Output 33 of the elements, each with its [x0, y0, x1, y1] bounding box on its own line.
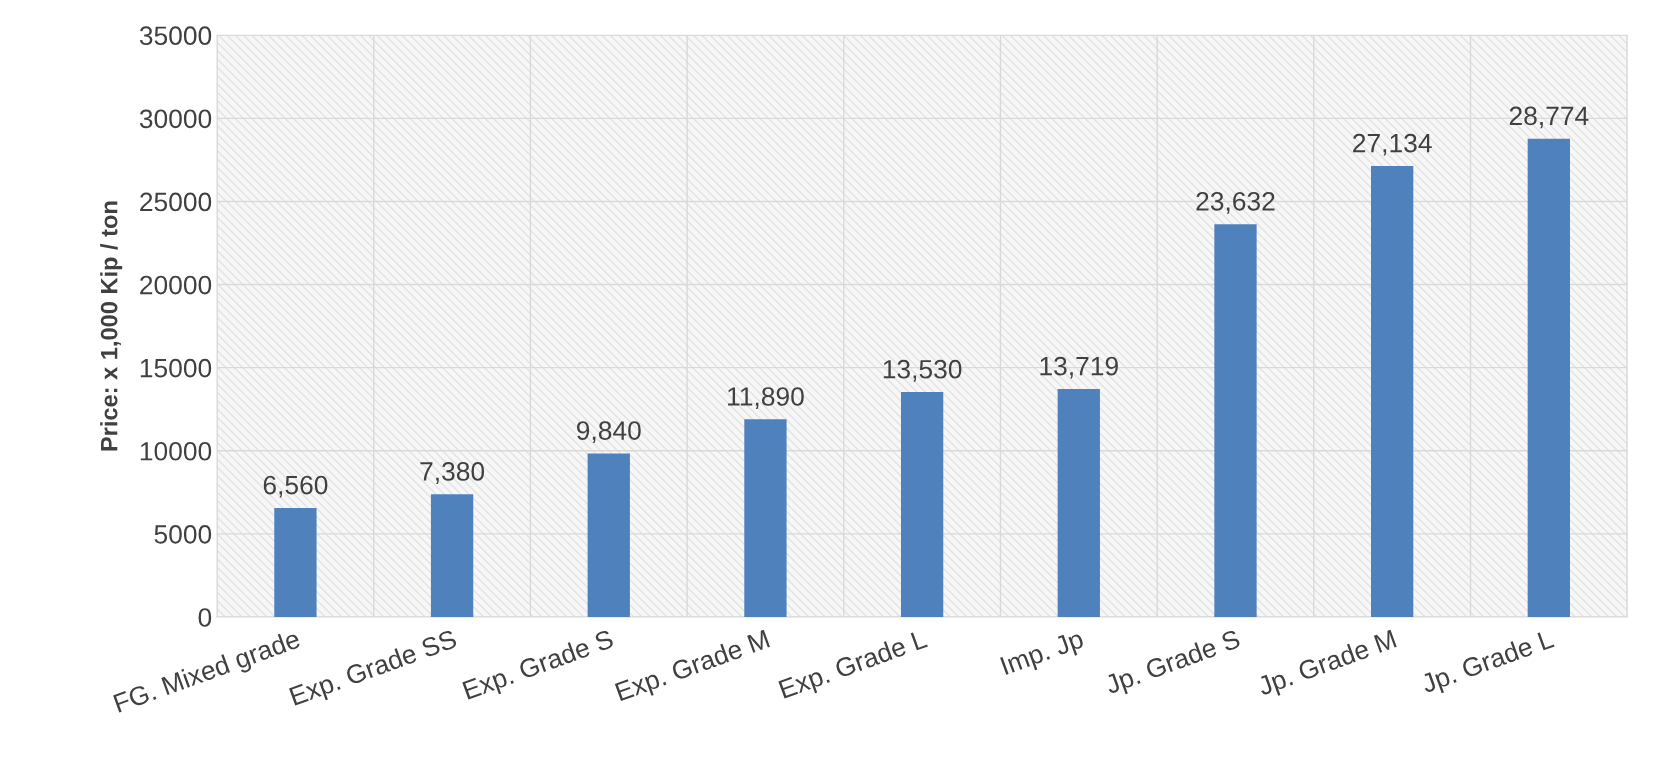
x-tick-label: Jp. Grade M [1256, 628, 1399, 701]
bar [587, 453, 630, 617]
x-tick-label: Imp. Jp [1000, 629, 1087, 680]
y-tick-label: 15000 [140, 358, 212, 378]
data-label: 6,560 [263, 475, 328, 498]
bar [1527, 138, 1570, 617]
y-tick-label: 5000 [154, 525, 212, 544]
y-tick-label: 10000 [140, 441, 212, 461]
data-label: 13,719 [1040, 356, 1118, 379]
y-tick-label: 0 [198, 608, 212, 627]
data-label: 9,840 [576, 421, 641, 444]
y-axis-title: Price: x 1,000 Kip / ton [100, 201, 123, 451]
bar [1214, 224, 1257, 617]
bar [744, 419, 787, 617]
x-tick-label: Jp. Grade L [1419, 628, 1557, 699]
bar [900, 392, 944, 617]
y-tick-label: 20000 [140, 275, 212, 295]
x-tick-label: Exp. Grade L [778, 628, 930, 704]
y-tick-label: 35000 [139, 26, 212, 46]
bar [1371, 165, 1414, 617]
data-label: 7,380 [420, 462, 485, 484]
bar [1057, 388, 1100, 617]
x-tick-label: Jp. Grade S [1103, 628, 1243, 700]
bar [274, 507, 317, 617]
data-label: 28,774 [1509, 106, 1589, 129]
data-label: 23,632 [1196, 191, 1275, 214]
x-tick-label: Exp. Grade M [614, 628, 772, 707]
data-label: 11,890 [728, 387, 804, 409]
data-label: 27,134 [1353, 133, 1432, 156]
bar [430, 494, 474, 617]
y-tick-label: 30000 [139, 109, 212, 129]
y-tick-label: 25000 [140, 192, 212, 212]
data-label: 13,530 [883, 359, 962, 382]
